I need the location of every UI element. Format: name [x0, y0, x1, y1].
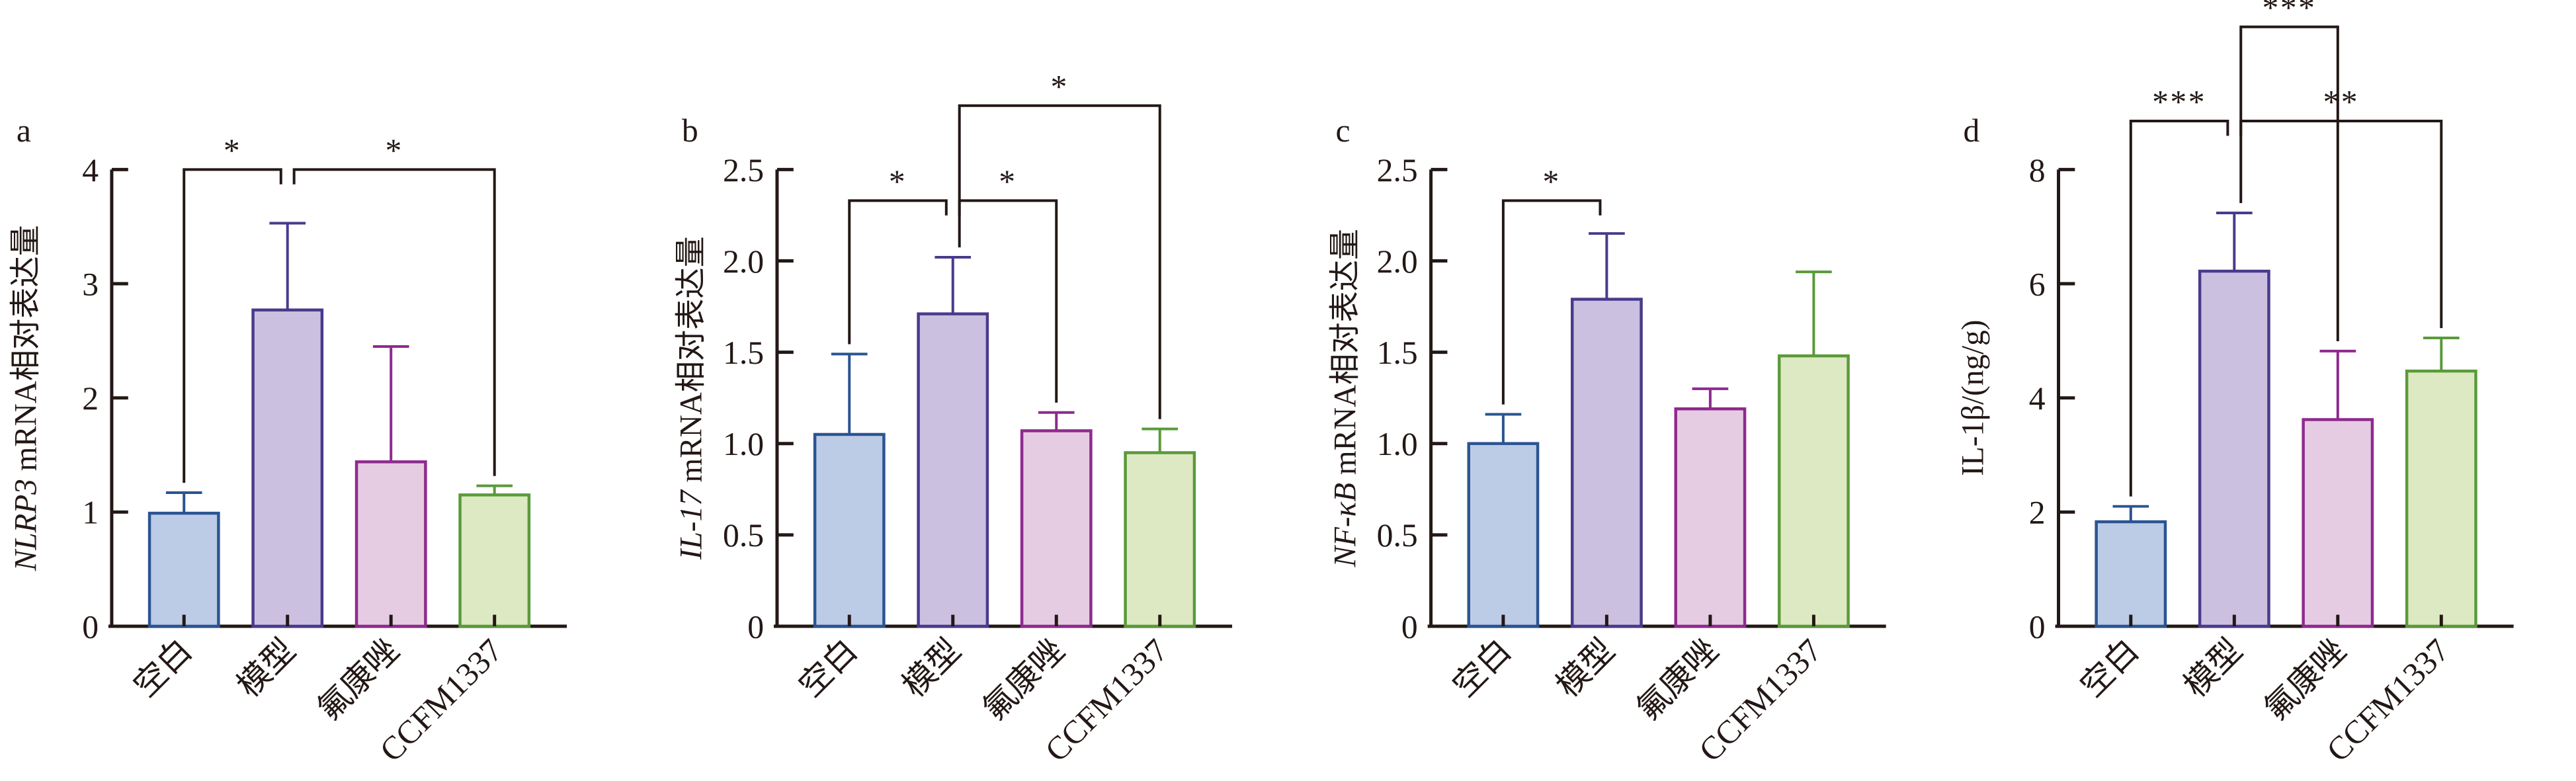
bar-0: [813, 432, 886, 628]
bar-3: [1124, 451, 1196, 628]
bar-1: [917, 312, 989, 628]
bar-3: [1777, 354, 1850, 628]
y-axis-label-gene: NLRP3: [9, 479, 44, 571]
y-tick-label: 2.0: [723, 243, 764, 280]
y-tick-label: 2: [2029, 495, 2046, 531]
y-tick-label: 0: [1401, 608, 1418, 645]
y-tick-label: 0: [747, 608, 764, 645]
x-tick-label: 氟康唑: [311, 632, 406, 727]
x-tick-label: 空白: [792, 632, 864, 704]
y-tick-label: 6: [2029, 266, 2046, 302]
y-tick-label: 2.5: [723, 152, 764, 188]
y-axis-label: NF-κB mRNA相对表达量: [1328, 229, 1362, 568]
y-axis-label-gene: IL-17: [675, 489, 709, 560]
significance-label: *: [999, 163, 1017, 200]
y-tick-label: 2.5: [1377, 152, 1418, 188]
x-tick-label: 模型: [2177, 632, 2249, 704]
x-tick-label: 空白: [2073, 632, 2145, 704]
significance-bracket: [958, 104, 1161, 419]
panel-label: c: [1336, 112, 1350, 149]
y-tick-label: 1.5: [1377, 335, 1418, 371]
bar-3: [458, 493, 531, 628]
bar-0: [1467, 442, 1540, 628]
panel-label: b: [682, 112, 698, 149]
y-tick-label: 0: [2029, 608, 2046, 645]
bar-2: [2302, 418, 2374, 628]
y-tick-label: 3: [82, 266, 99, 302]
y-tick-label: 2: [82, 380, 99, 417]
significance-label: ***: [2152, 84, 2206, 120]
y-axis-label-text: mRNA相对表达量: [1328, 229, 1362, 483]
x-tick-label: 模型: [895, 632, 968, 704]
y-tick-label: 0.5: [723, 517, 764, 554]
significance-label: **: [2323, 84, 2359, 120]
y-tick-label: 1.0: [1377, 426, 1418, 462]
x-tick-label: 空白: [127, 632, 199, 704]
y-tick-label: 1: [82, 495, 99, 531]
bar-0: [147, 511, 220, 628]
panel-label: a: [17, 112, 31, 149]
x-tick-label: 氟康唑: [1630, 632, 1725, 727]
y-tick-label: 1.5: [723, 335, 764, 371]
bar-2: [1020, 429, 1093, 628]
x-tick-label: 模型: [230, 632, 302, 704]
bar-1: [251, 308, 324, 628]
significance-bracket: [2239, 120, 2443, 329]
significance-label: *: [386, 132, 403, 169]
significance-bracket: [2239, 25, 2339, 341]
x-tick-label: 氟康唑: [2257, 632, 2352, 727]
y-axis-label: IL-1β/(ng/g): [1956, 320, 1990, 476]
y-tick-label: 8: [2029, 152, 2046, 188]
y-axis-label-text: IL-1β/(ng/g): [1956, 320, 1990, 476]
significance-bracket: [1501, 199, 1602, 405]
bar-0: [2095, 520, 2167, 628]
y-tick-label: 4: [82, 152, 99, 188]
bar-2: [1674, 407, 1747, 628]
bar-1: [2198, 269, 2270, 628]
x-tick-label: 空白: [1446, 632, 1518, 704]
significance-bracket: [848, 199, 948, 345]
y-tick-label: 0.5: [1377, 517, 1418, 554]
significance-bracket: [183, 168, 282, 483]
bar-1: [1571, 298, 1643, 628]
y-axis-label-text: mRNA相对表达量: [675, 236, 709, 490]
bar-3: [2405, 369, 2477, 628]
significance-bracket: [2129, 120, 2229, 497]
significance-label: *: [1051, 68, 1069, 104]
y-axis-label-text: mRNA相对表达量: [9, 225, 44, 479]
y-tick-label: 0: [82, 608, 99, 645]
significance-label: ***: [2263, 0, 2317, 26]
x-tick-label: 模型: [1550, 632, 1622, 704]
panel-label: d: [1963, 112, 1979, 149]
significance-bracket: [292, 168, 496, 476]
y-axis-label: NLRP3 mRNA相对表达量: [9, 225, 44, 571]
x-tick-label: 氟康唑: [976, 632, 1071, 727]
significance-label: *: [889, 163, 907, 200]
y-axis-label-gene: NF-κB: [1328, 483, 1362, 568]
y-tick-label: 4: [2029, 380, 2046, 417]
y-tick-label: 2.0: [1377, 243, 1418, 280]
significance-label: *: [1543, 163, 1561, 200]
bar-2: [354, 460, 427, 628]
significance-label: *: [224, 132, 241, 169]
y-tick-label: 1.0: [723, 426, 764, 462]
y-axis-label: IL-17 mRNA相对表达量: [675, 236, 709, 560]
